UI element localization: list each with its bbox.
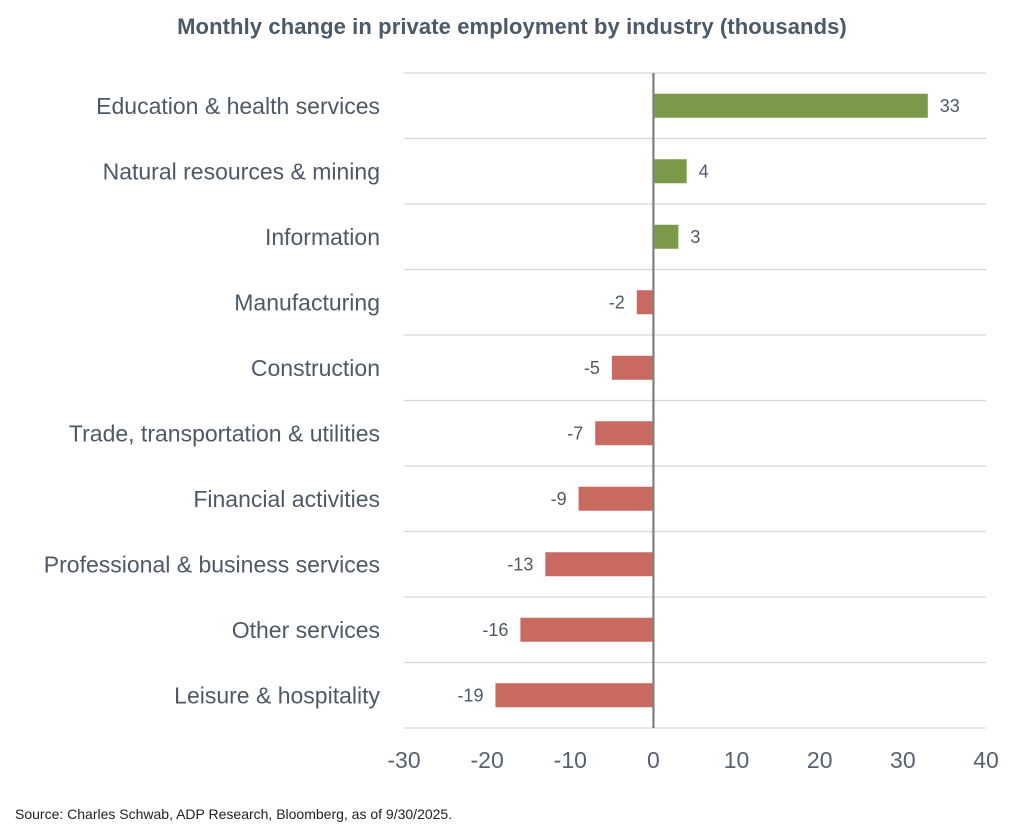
category-label: Leisure & hospitality	[174, 682, 380, 708]
x-tick-label: -10	[554, 747, 587, 773]
value-labels: 33 4 3 -2 -5 -7 -9 -13 -16 -19	[457, 96, 959, 706]
data-label: 4	[699, 161, 709, 181]
bar	[495, 683, 654, 708]
category-label: Natural resources & mining	[103, 158, 380, 184]
x-tick-label: 40	[973, 747, 999, 773]
x-tick-label: -20	[471, 747, 504, 773]
category-label: Other services	[232, 617, 380, 643]
bar	[595, 421, 654, 446]
bar	[653, 93, 928, 118]
bar	[653, 159, 687, 184]
x-tick-label: -30	[387, 747, 420, 773]
data-label: -13	[507, 554, 533, 574]
bar	[611, 355, 654, 380]
gridlines	[404, 72, 986, 729]
data-label: -2	[609, 292, 625, 312]
category-label: Education & health services	[96, 93, 380, 119]
category-label: Manufacturing	[234, 289, 380, 315]
data-label: -7	[567, 423, 583, 443]
bar	[545, 552, 654, 577]
x-tick-label: 0	[647, 747, 660, 773]
chart-title: Monthly change in private employment by …	[177, 14, 847, 39]
bar	[578, 486, 654, 511]
category-label: Information	[265, 224, 380, 250]
x-tick-label: 30	[890, 747, 916, 773]
x-tick-label: 10	[724, 747, 750, 773]
bar-chart: Education & health services Natural resou…	[44, 72, 999, 773]
category-label: Financial activities	[193, 486, 380, 512]
data-label: 3	[690, 227, 700, 247]
data-label: -19	[457, 685, 483, 705]
data-label: -9	[551, 489, 567, 509]
x-tick-label: 20	[807, 747, 833, 773]
category-label: Trade, transportation & utilities	[69, 420, 380, 446]
source-note: Source: Charles Schwab, ADP Research, Bl…	[15, 806, 453, 822]
x-tick-labels: -30 -20 -10 0 10 20 30 40	[387, 747, 998, 773]
category-label: Professional & business services	[44, 551, 380, 577]
bar	[653, 224, 679, 249]
data-label: -5	[584, 358, 600, 378]
category-labels: Education & health services Natural resou…	[44, 93, 381, 709]
bar	[520, 617, 654, 642]
category-label: Construction	[251, 355, 380, 381]
bars	[495, 93, 928, 708]
data-label: -16	[482, 620, 508, 640]
data-label: 33	[940, 96, 960, 116]
bar	[636, 290, 654, 315]
